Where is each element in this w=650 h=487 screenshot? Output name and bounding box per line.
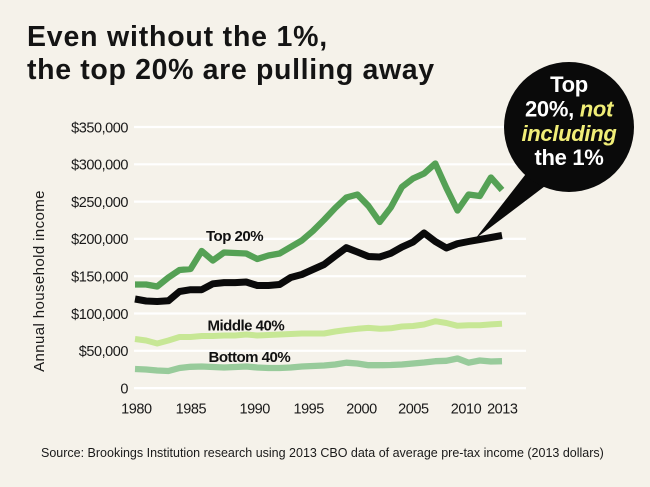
svg-text:2000: 2000 bbox=[346, 402, 377, 418]
svg-text:including: including bbox=[521, 121, 617, 146]
svg-text:1995: 1995 bbox=[293, 402, 324, 418]
svg-text:$50,000: $50,000 bbox=[79, 344, 129, 360]
svg-text:2013: 2013 bbox=[487, 402, 518, 418]
svg-text:Bottom 40%: Bottom 40% bbox=[209, 349, 291, 366]
svg-text:Even without the 1%,: Even without the 1%, bbox=[27, 21, 328, 53]
svg-text:1985: 1985 bbox=[176, 402, 207, 418]
svg-text:20%, not: 20%, not bbox=[525, 97, 615, 122]
svg-text:2005: 2005 bbox=[398, 402, 429, 418]
svg-text:0: 0 bbox=[120, 381, 128, 397]
svg-text:Top 20%: Top 20% bbox=[206, 228, 263, 245]
svg-text:1980: 1980 bbox=[121, 402, 152, 418]
svg-text:1990: 1990 bbox=[239, 402, 270, 418]
svg-text:$350,000: $350,000 bbox=[71, 120, 128, 136]
svg-text:Top: Top bbox=[550, 72, 588, 97]
svg-text:Middle 40%: Middle 40% bbox=[208, 318, 285, 335]
svg-text:$150,000: $150,000 bbox=[71, 270, 128, 286]
svg-text:$200,000: $200,000 bbox=[71, 232, 128, 248]
svg-text:$300,000: $300,000 bbox=[71, 158, 128, 174]
svg-text:$100,000: $100,000 bbox=[71, 307, 128, 323]
svg-text:Annual household income: Annual household income bbox=[31, 190, 48, 372]
svg-text:Source: Brookings Institution: Source: Brookings Institution research u… bbox=[41, 446, 604, 460]
svg-text:2010: 2010 bbox=[451, 402, 482, 418]
svg-text:$250,000: $250,000 bbox=[71, 195, 128, 211]
svg-text:the top 20% are pulling away: the top 20% are pulling away bbox=[27, 54, 435, 86]
svg-text:the 1%: the 1% bbox=[534, 145, 603, 170]
